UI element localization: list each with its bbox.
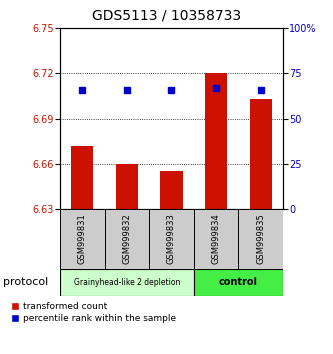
Bar [194,209,238,269]
Text: GSM999832: GSM999832 [122,213,132,264]
Text: GSM999831: GSM999831 [78,213,87,264]
Bar [105,209,149,269]
Bar [116,164,138,209]
Bar [71,146,93,209]
Text: protocol: protocol [3,277,49,287]
Bar [161,171,182,209]
Bar [60,209,105,269]
Bar [194,269,283,296]
Bar [238,209,283,269]
Bar [249,99,272,209]
Text: GSM999835: GSM999835 [256,213,265,264]
Text: GDS5113 / 10358733: GDS5113 / 10358733 [92,9,241,23]
Bar [205,74,227,209]
Bar [60,269,194,296]
Text: control: control [219,277,258,287]
Text: Grainyhead-like 2 depletion: Grainyhead-like 2 depletion [74,278,180,287]
Text: GSM999834: GSM999834 [211,213,221,264]
Text: GSM999833: GSM999833 [167,213,176,264]
Legend: transformed count, percentile rank within the sample: transformed count, percentile rank withi… [11,302,176,324]
Bar [149,209,194,269]
